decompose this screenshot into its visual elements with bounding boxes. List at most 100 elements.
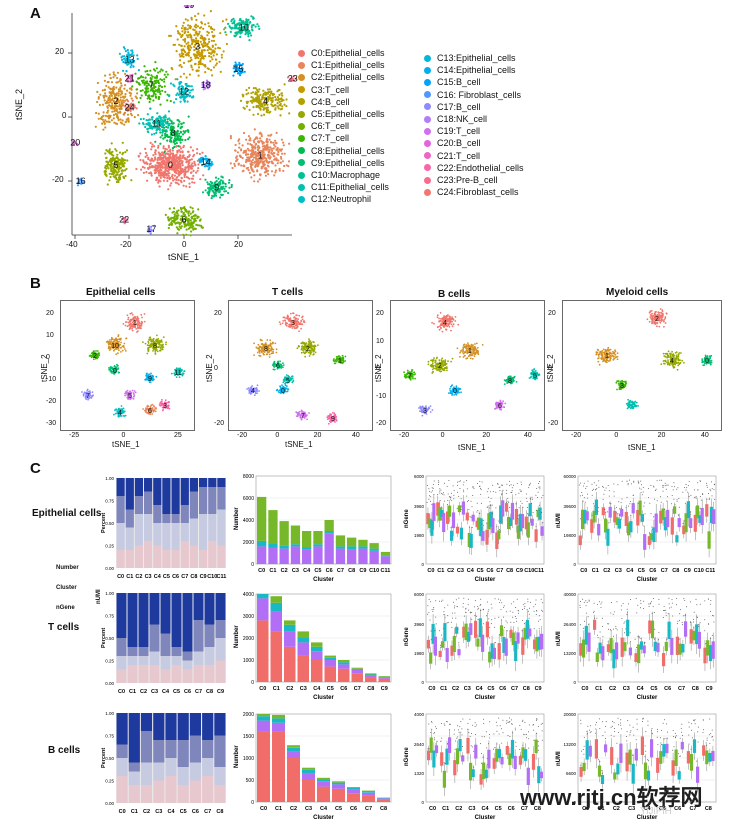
tsne-point — [297, 318, 299, 321]
tsne-point — [190, 16, 193, 19]
tsne-point — [260, 339, 262, 341]
tsne-point — [157, 95, 160, 99]
tsne-point — [176, 130, 179, 133]
tsne-point — [246, 388, 248, 390]
tsne-point — [114, 148, 117, 151]
tsne-point — [183, 206, 186, 209]
tsne-point — [151, 403, 154, 406]
tsne-point — [147, 73, 150, 76]
tsne-point — [157, 82, 160, 85]
tsne-point — [250, 34, 253, 37]
tsne-point — [167, 160, 170, 163]
tsne-point — [331, 412, 334, 414]
tsne-point — [124, 217, 127, 220]
tsne-point — [152, 410, 155, 413]
tsne-point — [108, 104, 111, 107]
tsne-point — [236, 72, 240, 75]
tsne-point — [219, 181, 222, 184]
tsne-point — [300, 351, 303, 354]
legend-item: C3:T_cell — [298, 84, 389, 96]
tsne-point — [289, 324, 291, 326]
legend-item: C4:B_cell — [298, 96, 389, 108]
tsne-point — [179, 100, 182, 103]
tsne-point — [153, 86, 156, 89]
tsne-point — [281, 105, 284, 108]
tsne-point — [127, 61, 130, 64]
tsne-point — [272, 154, 275, 157]
tsne-point — [341, 359, 344, 361]
tsne-point — [130, 312, 133, 315]
tsne-point — [151, 157, 154, 160]
tsne-point — [138, 83, 141, 86]
tsne-point — [286, 325, 288, 327]
tsne-point — [274, 169, 278, 172]
tsne-point — [160, 116, 163, 119]
tsne-point — [263, 102, 266, 105]
tsne-point — [169, 34, 172, 37]
tsne-point — [158, 152, 161, 155]
tsne-point — [230, 183, 233, 187]
tsne-point — [147, 82, 150, 85]
tsne-point — [256, 384, 259, 387]
tsne-point — [153, 341, 156, 343]
tsne-point — [175, 226, 178, 229]
tsne-point — [165, 343, 167, 346]
tsne-point — [128, 106, 131, 109]
tsne-point — [158, 341, 161, 344]
tsne-point — [183, 175, 186, 179]
tsne-point — [145, 80, 148, 83]
tsne-point — [132, 320, 135, 323]
tsne-point — [134, 316, 136, 319]
tsne-point — [247, 18, 250, 21]
tsne-point — [75, 142, 78, 145]
tsne-point — [263, 353, 265, 356]
tsne-point — [286, 316, 289, 319]
tsne-point — [223, 28, 226, 31]
tsne-point — [196, 25, 200, 28]
legend-item: C0:Epithelial_cells — [298, 47, 389, 59]
tsne-point — [162, 129, 165, 132]
tsne-point — [262, 96, 265, 99]
tsne-point — [86, 390, 88, 392]
tsne-point — [197, 51, 201, 54]
tsne-point — [193, 25, 196, 28]
tsne-point — [239, 99, 243, 102]
tsne-point — [113, 370, 116, 373]
tsne-point — [247, 33, 250, 36]
cluster-label: 16 — [76, 176, 86, 186]
tsne-point — [167, 174, 170, 177]
tsne-point — [441, 330, 444, 333]
tsne-point — [224, 26, 227, 29]
tsne-point — [159, 84, 162, 87]
tsne-point — [112, 343, 115, 346]
tsne-point — [136, 54, 139, 57]
tsne-point — [204, 155, 207, 158]
tsne-point — [206, 159, 209, 162]
tsne-point — [188, 48, 192, 52]
legend-dot — [298, 49, 305, 57]
tsne-point — [122, 104, 125, 107]
tsne-point — [300, 410, 303, 413]
tsne-point — [175, 133, 178, 136]
tsne-point — [160, 85, 164, 89]
cluster-label: 3 — [195, 42, 200, 52]
tsne-point — [132, 103, 135, 106]
tsne-point — [228, 179, 231, 182]
tsne-point — [229, 137, 232, 140]
tsne-point — [135, 97, 138, 100]
tsne-point — [283, 103, 286, 106]
tsne-point — [440, 327, 442, 330]
tsne-point — [175, 153, 178, 157]
tsne-point — [105, 160, 108, 163]
tsne-point — [177, 209, 180, 212]
tsne-point — [115, 113, 118, 116]
cluster-label: 18 — [201, 80, 211, 90]
cluster-label: 19 — [184, 5, 194, 10]
cluster-label: 7 — [301, 413, 305, 420]
cluster-label: 3 — [291, 320, 295, 327]
tsne-point — [117, 371, 120, 374]
tsne-point — [171, 220, 174, 223]
tsne-point — [187, 5, 190, 8]
tsne-point — [252, 16, 255, 19]
tsne-point — [180, 27, 183, 30]
